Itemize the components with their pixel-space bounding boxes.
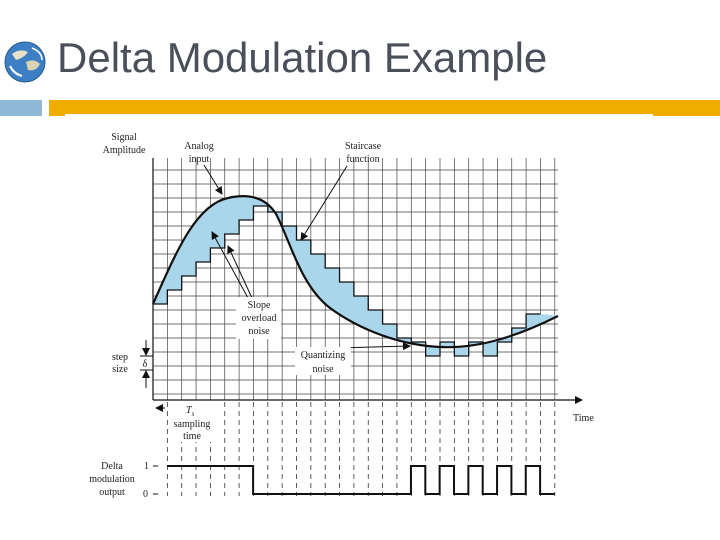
slope-arrow-1 <box>211 231 249 299</box>
analog-label-line2: input <box>189 154 210 165</box>
sampling-label-bg <box>170 402 216 442</box>
page-title: Delta Modulation Example <box>57 34 548 81</box>
ts-symbol: Ts <box>186 405 195 418</box>
staircase-function-line <box>153 205 541 357</box>
slope-label-line1: Slope <box>248 300 271 311</box>
staircase-label-line2: function <box>346 154 379 165</box>
slope-label-line3: noise <box>248 326 270 337</box>
accent-bar-left <box>0 100 42 116</box>
staircase-label-line1: Staircase <box>345 141 382 152</box>
output-label-line2: modulation <box>89 474 135 485</box>
step-label-line2: size <box>112 364 128 375</box>
delta-output-waveform <box>167 465 555 495</box>
quant-label-bg <box>295 347 351 375</box>
step-label-line1: step <box>112 352 128 363</box>
accent-bar-right <box>49 100 720 116</box>
staircase-arrow <box>300 165 348 241</box>
quant-label-line1: Quantizing <box>301 350 345 361</box>
slope-arrow-2 <box>227 245 253 299</box>
slope-label-line2: overload <box>242 313 277 324</box>
output-label-line1: Delta <box>101 461 123 472</box>
time-axis-label: Time <box>573 413 594 424</box>
y-axis-label-line2: Amplitude <box>103 145 146 156</box>
output-level-one: 1 <box>144 461 149 472</box>
output-label-line3: output <box>99 487 125 498</box>
sampling-grid <box>153 158 558 400</box>
analog-arrow <box>203 164 223 195</box>
accent-bar-gap <box>65 114 653 118</box>
delta-symbol: δ <box>143 359 148 370</box>
analog-input-curve <box>151 195 559 349</box>
sampling-label-line1: sampling <box>174 419 211 430</box>
output-timing-dashes <box>166 402 556 496</box>
y-axis-label-line1: Signal <box>111 132 137 143</box>
slope-label-bg <box>236 297 281 339</box>
quant-label-line2: noise <box>312 364 334 375</box>
sampling-label-line2: time <box>183 431 201 442</box>
analog-label-line1: Analog <box>184 141 213 152</box>
globe-logo-icon <box>2 40 48 84</box>
output-level-zero: 0 <box>143 489 148 500</box>
